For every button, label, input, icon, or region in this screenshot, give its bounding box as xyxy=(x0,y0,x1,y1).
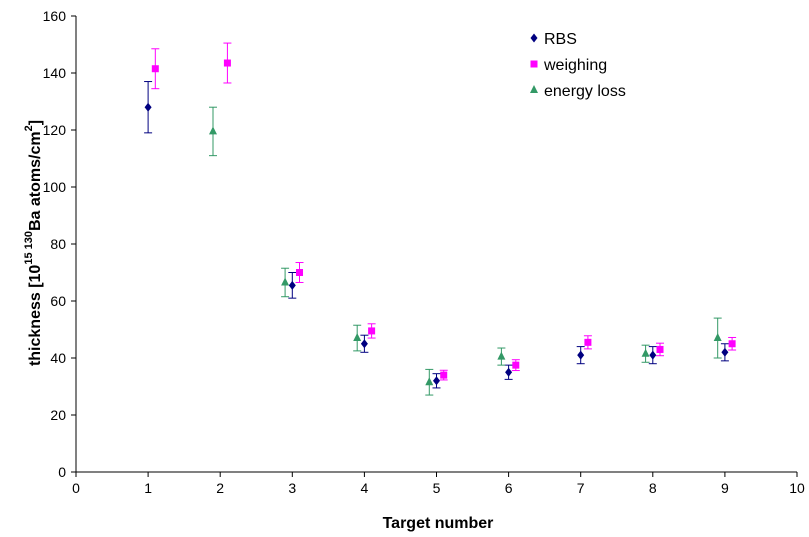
y-tick-label: 0 xyxy=(58,464,66,480)
y-axis-title-suffix: ] xyxy=(27,120,44,125)
series-weighing xyxy=(151,42,737,381)
x-tick-label: 7 xyxy=(577,480,585,496)
data-point-energy-loss xyxy=(425,377,434,386)
data-point-rbs xyxy=(144,102,152,112)
legend-label-energy-loss: energy loss xyxy=(544,83,626,100)
axes xyxy=(75,16,797,473)
x-tick-label: 0 xyxy=(72,480,80,496)
data-point-weighing xyxy=(151,65,159,73)
data-point-energy-loss xyxy=(713,333,722,342)
y-tick-label: 160 xyxy=(43,8,67,24)
data-point-rbs xyxy=(288,280,296,290)
x-tick-label: 4 xyxy=(361,480,369,496)
y-axis-title: thickness [1015 130Ba atoms/cm2] xyxy=(23,120,44,366)
y-axis-title-sup1: 15 130 xyxy=(23,231,35,265)
data-point-weighing xyxy=(656,345,664,353)
legend: RBS weighing energy loss xyxy=(530,31,626,100)
y-axis-title-mid: Ba atoms/cm xyxy=(27,131,44,231)
data-point-weighing xyxy=(440,371,448,379)
data-point-weighing xyxy=(728,340,736,348)
data-point-rbs xyxy=(577,350,585,360)
data-point-weighing xyxy=(512,361,520,369)
x-tick-label: 9 xyxy=(721,480,729,496)
data-point-rbs xyxy=(433,376,440,386)
x-tick-label: 6 xyxy=(505,480,513,496)
x-tick-label: 2 xyxy=(216,480,224,496)
data-point-rbs xyxy=(360,339,368,349)
x-tick-label: 8 xyxy=(649,480,657,496)
data-point-weighing xyxy=(223,59,231,67)
series-rbs xyxy=(144,81,729,389)
y-tick-label: 40 xyxy=(50,350,66,366)
data-point-energy-loss xyxy=(281,277,290,286)
legend-marker-weighing xyxy=(530,60,538,68)
series-layer xyxy=(144,42,737,396)
data-point-rbs xyxy=(721,347,729,357)
x-tick-label: 3 xyxy=(288,480,296,496)
data-point-weighing xyxy=(584,338,592,346)
legend-marker-energy-loss xyxy=(530,85,538,93)
legend-marker-rbs xyxy=(530,33,538,43)
y-tick-label: 20 xyxy=(50,407,66,423)
y-axis-ticks: 0 20 40 60 80 100 120 140 160 xyxy=(43,8,76,480)
data-point-energy-loss xyxy=(208,126,217,135)
data-point-energy-loss xyxy=(641,348,650,357)
x-tick-label: 10 xyxy=(789,480,805,496)
y-tick-label: 120 xyxy=(43,122,67,138)
data-point-rbs xyxy=(505,367,513,377)
x-axis-title: Target number xyxy=(383,515,494,532)
data-point-weighing xyxy=(296,269,304,276)
y-axis-title-prefix: thickness [10 xyxy=(27,265,44,366)
series-energy-loss xyxy=(208,106,722,396)
y-tick-label: 140 xyxy=(43,65,67,81)
y-tick-label: 100 xyxy=(43,179,67,195)
legend-label-rbs: RBS xyxy=(544,31,577,48)
x-tick-label: 5 xyxy=(433,480,441,496)
x-axis-ticks: 0 1 2 3 4 5 6 7 8 9 10 xyxy=(72,472,805,496)
y-tick-label: 60 xyxy=(50,293,66,309)
data-point-energy-loss xyxy=(497,351,506,360)
data-point-energy-loss xyxy=(353,333,362,342)
data-point-weighing xyxy=(368,327,376,335)
data-point-rbs xyxy=(649,350,657,360)
y-axis-title-sup2: 2 xyxy=(23,125,35,131)
x-tick-label: 1 xyxy=(144,480,152,496)
y-tick-label: 80 xyxy=(50,236,66,252)
legend-label-weighing: weighing xyxy=(543,57,607,74)
